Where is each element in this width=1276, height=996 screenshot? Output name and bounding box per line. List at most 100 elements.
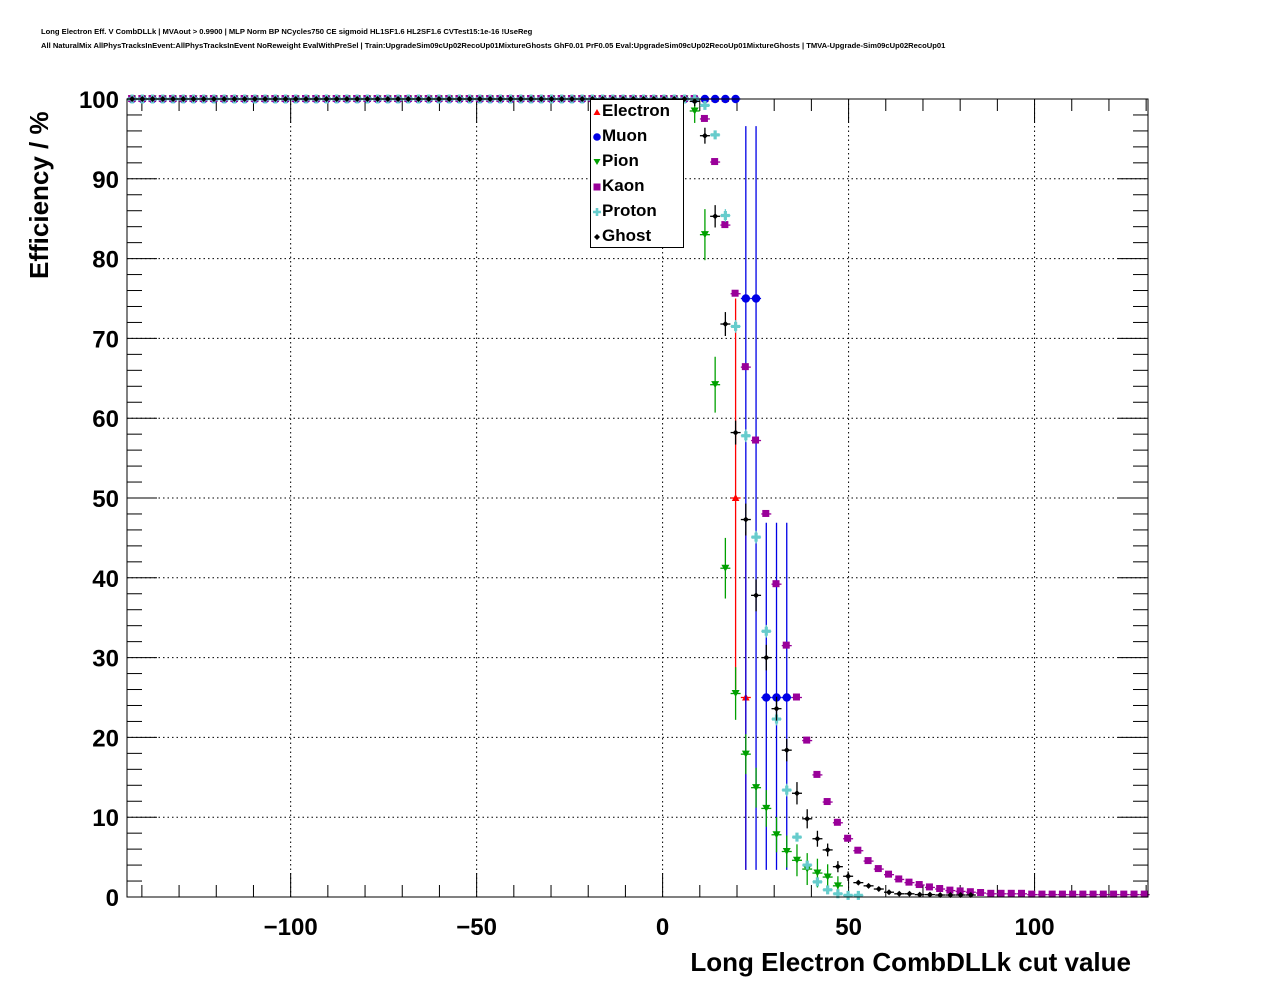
- kaon-point: [782, 641, 790, 649]
- proton-point: [812, 877, 822, 887]
- kaon-point: [1110, 890, 1118, 898]
- ghost-point: [722, 321, 729, 328]
- plot-title-line-2: All NaturalMix AllPhysTracksInEvent:AllP…: [41, 41, 946, 50]
- y-tick-label: 100: [79, 87, 119, 114]
- legend-item-muon: Muon: [591, 125, 685, 150]
- legend-item-ghost: Ghost: [591, 225, 685, 250]
- muon-point: [741, 294, 751, 303]
- kaon-point: [741, 363, 749, 371]
- proton-point: [741, 431, 751, 441]
- kaon-point: [1007, 889, 1015, 897]
- kaon-point: [854, 846, 862, 854]
- y-tick-label: 30: [92, 646, 119, 673]
- y-tick-label: 70: [92, 326, 119, 353]
- kaon-point: [1099, 890, 1107, 898]
- ghost-point: [926, 891, 933, 898]
- ghost-point: [712, 213, 719, 220]
- muon-point: [751, 294, 761, 303]
- kaon-point: [946, 886, 954, 894]
- pion-point: [721, 564, 730, 572]
- kaon-point: [977, 889, 985, 897]
- kaon-point: [1069, 890, 1077, 898]
- legend-item-electron: Electron: [591, 100, 685, 125]
- kaon-point: [823, 798, 831, 806]
- pion-point: [833, 882, 842, 890]
- x-tick-label: 0: [656, 914, 669, 941]
- kaon-point: [1048, 890, 1056, 898]
- y-tick-label: 40: [92, 566, 119, 593]
- pion-point: [700, 231, 709, 239]
- ghost-point: [875, 886, 882, 893]
- x-tick-label: −50: [456, 914, 497, 941]
- pion-point: [731, 690, 740, 698]
- legend: Electron Muon Pion Kaon Proton Ghost: [590, 99, 684, 248]
- legend-label: Proton: [602, 201, 657, 220]
- ghost-point: [742, 516, 749, 523]
- kaon-point: [905, 878, 913, 886]
- proton-point: [792, 832, 802, 842]
- proton-point: [833, 889, 843, 899]
- kaon-point: [864, 857, 872, 865]
- y-tick-label: 0: [106, 885, 119, 912]
- kaon-point: [966, 888, 974, 896]
- proton-point: [731, 321, 741, 331]
- kaon-point: [956, 887, 964, 895]
- pion-point: [762, 804, 771, 812]
- proton-point: [751, 532, 761, 542]
- ghost-point: [773, 705, 780, 712]
- proton-point: [710, 130, 720, 140]
- ghost-point: [824, 846, 831, 853]
- kaon-point: [833, 818, 841, 826]
- legend-item-kaon: Kaon: [591, 175, 685, 200]
- pion-point: [782, 848, 791, 856]
- tick-labels: −100 −50 0 50 100 0 10 20 30 40 50 60 70 80 90 100: [79, 87, 1055, 941]
- legend-label: Electron: [602, 101, 671, 120]
- plot-title-line-1: Long Electron Eff. V CombDLLk | MVAout >…: [41, 27, 533, 36]
- ghost-point: [916, 891, 923, 898]
- legend-item-pion: Pion: [591, 150, 685, 175]
- legend-label: Pion: [602, 151, 639, 170]
- kaon-point: [915, 881, 923, 889]
- legend-label: Ghost: [602, 226, 652, 245]
- x-axis-title: Long Electron CombDLLk cut value: [690, 947, 1131, 977]
- pion-point: [813, 869, 822, 877]
- x-tick-label: 100: [1015, 914, 1055, 941]
- triangle-up-marker-icon: [593, 109, 601, 115]
- legend-label: Kaon: [602, 176, 645, 195]
- ghost-point: [834, 863, 841, 870]
- y-tick-label: 90: [92, 167, 119, 194]
- ghost-point: [753, 592, 760, 599]
- kaon-point: [1140, 890, 1148, 898]
- kaon-point: [792, 693, 800, 701]
- ghost-point: [763, 654, 770, 661]
- x-tick-label: 50: [835, 914, 862, 941]
- kaon-point: [813, 770, 821, 778]
- proton-point: [853, 890, 863, 900]
- triangle-down-marker-icon: [593, 159, 601, 165]
- plus-marker-icon: [593, 208, 601, 216]
- ghost-point: [783, 747, 790, 754]
- kaon-point: [997, 889, 1005, 897]
- diamond-marker-icon: [594, 234, 600, 240]
- kaon-point: [731, 289, 739, 297]
- kaon-point: [1018, 889, 1026, 897]
- ghost-point: [896, 890, 903, 897]
- y-tick-label: 80: [92, 247, 119, 274]
- ghost-point: [906, 890, 913, 897]
- proton-point: [843, 890, 853, 900]
- pion-point: [772, 831, 781, 839]
- kaon-point: [1038, 890, 1046, 898]
- pion-point: [741, 750, 750, 758]
- y-tick-label: 60: [92, 406, 119, 433]
- y-tick-label: 10: [92, 805, 119, 832]
- kaon-point: [1079, 890, 1087, 898]
- pion-point: [711, 381, 720, 389]
- kaon-point: [844, 834, 852, 842]
- ghost-point: [732, 429, 739, 436]
- muon-point: [762, 693, 771, 702]
- electron-point: [731, 494, 740, 501]
- square-marker-icon: [593, 183, 601, 191]
- muon-point: [782, 693, 791, 702]
- ghost-point: [855, 879, 862, 886]
- pion-point: [792, 856, 801, 864]
